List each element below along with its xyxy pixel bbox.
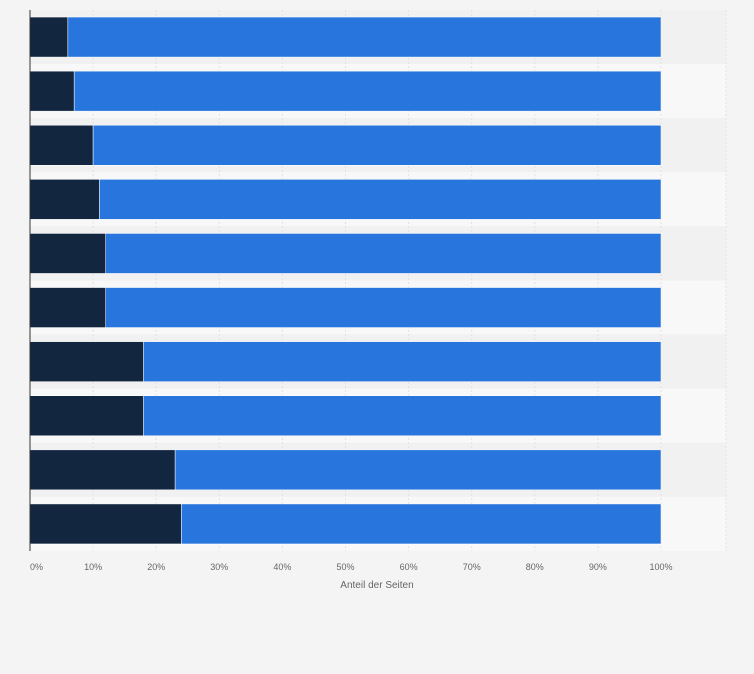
bar-segment-series-2: [143, 341, 662, 382]
x-tick-label: 50%: [336, 562, 354, 572]
bar-segment-series-1: [29, 395, 144, 436]
bars: [29, 16, 662, 545]
x-axis-label: Anteil der Seiten: [340, 580, 413, 591]
x-tick-label: 70%: [463, 562, 481, 572]
x-tick-label: 90%: [589, 562, 607, 572]
x-tick-label: 30%: [210, 562, 228, 572]
bar-segment-series-1: [29, 179, 100, 220]
bar-segment-series-1: [29, 449, 176, 491]
x-tick-label: 100%: [649, 562, 672, 572]
x-tick-label: 40%: [273, 562, 291, 572]
bar-segment-series-1: [29, 503, 182, 545]
bar-segment-series-1: [29, 287, 106, 328]
bar-segment-series-1: [29, 16, 69, 58]
bar-segment-series-2: [105, 233, 662, 274]
bar-segment-series-1: [29, 341, 144, 382]
x-tick-label: 10%: [84, 562, 102, 572]
bar-segment-series-2: [174, 449, 662, 491]
bar-segment-series-2: [105, 287, 662, 328]
x-tick-label: 60%: [400, 562, 418, 572]
bar-segment-series-2: [73, 70, 662, 112]
x-tick-label: 20%: [147, 562, 165, 572]
bar-segment-series-1: [29, 233, 106, 274]
bar-segment-series-2: [181, 503, 662, 545]
bar-segment-series-1: [29, 70, 75, 112]
bar-segment-series-2: [143, 395, 662, 436]
bar-segment-series-2: [92, 125, 662, 166]
bar-segment-series-2: [99, 179, 662, 220]
bar-segment-series-2: [67, 16, 662, 58]
x-tick-label: 0%: [30, 562, 43, 572]
bar-segment-series-1: [29, 125, 94, 166]
x-tick-label: 80%: [526, 562, 544, 572]
x-tick-labels: 0% 10% 20% 30% 40% 50% 60% 70% 80% 90% 100%: [30, 562, 673, 572]
